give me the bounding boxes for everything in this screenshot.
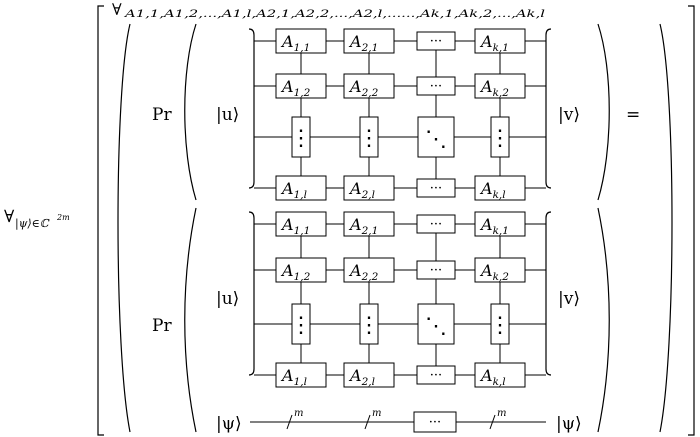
svg-text:|ψ⟩∈ℂ: |ψ⟩∈ℂ: [15, 217, 50, 231]
ket-psi-left: |ψ⟩: [216, 414, 242, 434]
ket-v-bottom: |v⟩: [558, 289, 580, 309]
top-gate-r3-c4-text: ⋮: [489, 126, 511, 151]
top-right-brace: [545, 28, 552, 189]
register-slash-1: [286, 414, 293, 430]
outer-left-square-bracket: [97, 5, 104, 436]
top-gate-r2-c1-box: [275, 73, 327, 99]
bottom-gate-r1-c3-box: [416, 214, 456, 234]
inner-quantifier: ∀ A1,1,A1,2,...,A1,l,A2,1,A2,2,...,A2,l,…: [112, 0, 545, 20]
svg-text:2m: 2m: [56, 213, 70, 222]
psi-register: m m ··· m: [250, 408, 546, 433]
top-left-brace: [248, 28, 255, 189]
svg-text:∀: ∀: [4, 207, 15, 227]
bottom-gate-r4-c2-box: [343, 362, 395, 388]
outer-quantifier: ∀ |ψ⟩∈ℂ 2m: [4, 207, 70, 231]
top-gate-r1-c2-box: [343, 28, 395, 54]
top-gate-r2-c3-box: [416, 76, 456, 96]
bottom-gate-r3-c2-box: [359, 303, 379, 345]
top-gate-r2-c3-text: ···: [430, 79, 442, 94]
top-gate-r3-c1-text: ⋮: [290, 126, 312, 151]
ket-u-bottom: |u⟩: [216, 289, 239, 309]
top-gate-r4-c3-box: [416, 178, 456, 198]
top-gate-r4-c1-box: [275, 175, 327, 201]
bottom-gate-r4-c1-box: [275, 362, 327, 388]
top-gate-r3-c2-box: [359, 116, 379, 158]
top-gate-r4-c2-box: [343, 175, 395, 201]
outer-right-square-bracket: [688, 5, 695, 436]
prob1-right-paren: [597, 23, 610, 201]
top-gate-r3-c1-box: [291, 116, 311, 158]
bottom-gate-r2-c3-text: ···: [430, 263, 442, 278]
pr-label-2: Pr: [152, 316, 172, 336]
pr-label-1: Pr: [152, 105, 172, 125]
psi-ellipsis-box: [413, 411, 457, 433]
bottom-gate-r1-c4-box: [474, 211, 526, 237]
top-gate-r3-c3-text: ⋱: [425, 127, 447, 152]
bottom-gate-r4-c4-box: [474, 362, 526, 388]
top-gate-r3-c2-text: ⋮: [358, 126, 380, 151]
register-slash-3: [489, 414, 496, 430]
circuit-grid-bottom: A1,1 A2,1 ··· Ak,1A1,2 A2,2 ··· Ak,2⋮ ⋮ ⋱ ⋮A1,l A2…: [248, 211, 552, 388]
bottom-right-brace: [545, 211, 552, 376]
svg-text:∀: ∀: [112, 0, 122, 19]
top-gate-r4-c4-box: [474, 175, 526, 201]
outer-left-paren: [117, 23, 131, 433]
bottom-gate-r1-c3-text: ···: [430, 217, 442, 232]
circuit-grid-top: A1,1 A2,1 ··· Ak,1A1,2 A2,2 ··· Ak,2⋮ ⋮ ⋱ ⋮A1,l A2…: [248, 28, 552, 201]
bottom-gate-r2-c4-box: [474, 257, 526, 283]
top-gate-r2-c4-box: [474, 73, 526, 99]
bottom-gate-r2-c3-box: [416, 260, 456, 280]
bottom-gate-r3-c2-text: ⋮: [358, 313, 380, 338]
bottom-gate-r2-c1-box: [275, 257, 327, 283]
top-gate-r3-c3-box: [417, 116, 455, 158]
svg-text:A1,1,A1,2,...,A1,l,A2,1,A2,2,.: A1,1,A1,2,...,A1,l,A2,1,A2,2,...,A2,l,..…: [124, 9, 545, 20]
top-gate-r4-c3-text: ···: [430, 181, 442, 196]
psi-ellipsis-text: ···: [429, 415, 441, 430]
ket-u-top: |u⟩: [216, 105, 239, 125]
top-gate-r1-c4-box: [474, 28, 526, 54]
ket-psi-right: |ψ⟩: [556, 414, 582, 434]
bottom-left-brace: [248, 211, 255, 376]
top-gate-r1-c3-text: ···: [430, 34, 442, 49]
prob2-right-paren: [597, 207, 610, 433]
bottom-gate-r2-c2-box: [343, 257, 395, 283]
equals-sign: =: [626, 105, 640, 125]
bottom-gate-r4-c3-box: [416, 365, 456, 385]
register-slash-2: [364, 414, 371, 430]
top-gate-r1-c3-box: [416, 31, 456, 51]
top-gate-r3-c4-box: [490, 116, 510, 158]
bottom-gate-r3-c3-text: ⋱: [425, 314, 447, 339]
register-slash-label-3: m: [497, 408, 506, 419]
bottom-gate-r4-c3-text: ···: [430, 368, 442, 383]
bottom-gate-r3-c4-box: [490, 303, 510, 345]
prob1-left-paren: [184, 23, 197, 201]
bottom-gate-r3-c1-text: ⋮: [290, 313, 312, 338]
outer-right-paren: [659, 23, 673, 433]
top-gate-r1-c1-box: [275, 28, 327, 54]
register-slash-label-2: m: [372, 408, 381, 419]
bottom-gate-r3-c1-box: [291, 303, 311, 345]
register-slash-label-1: m: [294, 408, 303, 419]
bottom-gate-r1-c1-box: [275, 211, 327, 237]
bottom-gate-r3-c3-box: [417, 303, 455, 345]
top-gate-r2-c2-box: [343, 73, 395, 99]
ket-v-top: |v⟩: [558, 105, 580, 125]
bottom-gate-r3-c4-text: ⋮: [489, 313, 511, 338]
bottom-gate-r1-c2-box: [343, 211, 395, 237]
prob2-left-paren: [184, 207, 197, 433]
